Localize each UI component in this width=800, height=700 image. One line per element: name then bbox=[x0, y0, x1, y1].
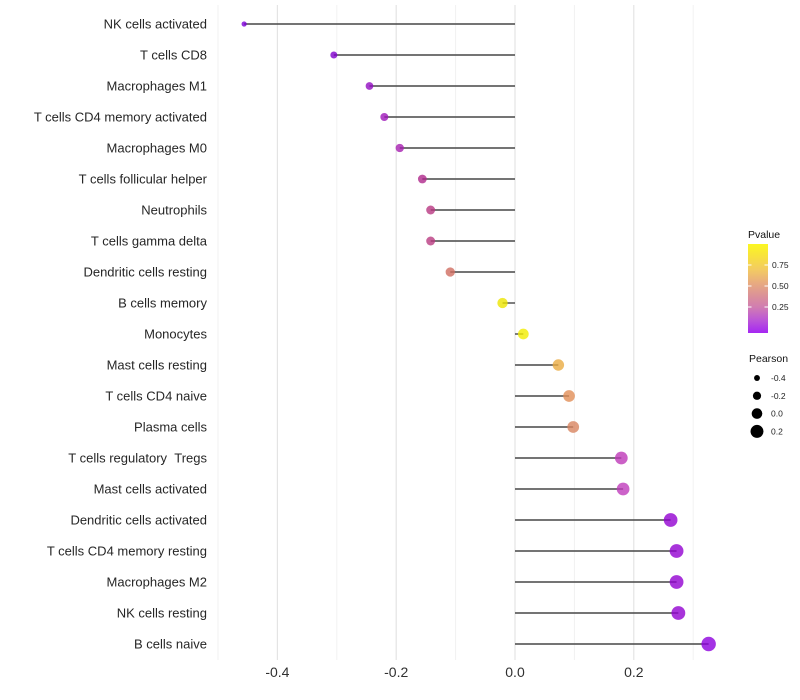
y-axis-label: T cells follicular helper bbox=[79, 172, 208, 187]
pearson-size-label: -0.4 bbox=[771, 373, 786, 383]
lollipop-dot bbox=[497, 297, 508, 309]
lollipop-dot bbox=[614, 451, 628, 465]
x-axis-tick-label: 0.2 bbox=[624, 664, 644, 680]
y-axis-label: T cells CD4 naive bbox=[105, 389, 207, 404]
pearson-size-dot bbox=[751, 408, 763, 419]
lollipop-dot bbox=[241, 21, 247, 27]
lollipop-dot bbox=[563, 390, 575, 402]
y-axis-label: Mast cells resting bbox=[107, 358, 207, 373]
lollipop-dot bbox=[671, 606, 686, 620]
colorbar-tick-label: 0.50 bbox=[772, 281, 789, 291]
pearson-size-dot bbox=[754, 375, 760, 381]
y-axis-label: Macrophages M0 bbox=[107, 141, 207, 156]
y-axis-label: NK cells resting bbox=[117, 606, 207, 621]
pvalue-legend-title: Pvalue bbox=[748, 229, 780, 241]
colorbar-tick-label: 0.25 bbox=[772, 302, 789, 312]
x-axis-tick-label: -0.2 bbox=[384, 664, 408, 680]
lollipop-dot bbox=[616, 482, 630, 496]
pearson-legend-title: Pearson bbox=[749, 353, 788, 365]
lollipop-dot bbox=[552, 359, 565, 371]
y-axis-label: Macrophages M2 bbox=[107, 575, 207, 590]
y-axis-label: T cells gamma delta bbox=[91, 234, 208, 249]
pearson-size-dot bbox=[750, 424, 764, 438]
lollipop-dot bbox=[380, 112, 389, 122]
pearson-size-dot bbox=[752, 391, 762, 400]
y-axis-label: Mast cells activated bbox=[94, 482, 207, 497]
lollipop-dot bbox=[426, 205, 436, 215]
lollipop-dot bbox=[365, 82, 374, 90]
y-axis-label: Monocytes bbox=[144, 327, 207, 342]
y-axis-label: Neutrophils bbox=[141, 203, 207, 218]
colorbar-tick-label: 0.75 bbox=[772, 260, 789, 270]
y-axis-label: T cells CD4 memory activated bbox=[34, 110, 207, 125]
lollipop-dot bbox=[426, 236, 436, 246]
lollipop-dot bbox=[517, 328, 529, 340]
y-axis-label: B cells memory bbox=[118, 296, 207, 311]
lollipop-dot bbox=[669, 575, 684, 589]
lollipop-dot bbox=[395, 143, 404, 153]
pvalue-colorbar bbox=[748, 244, 768, 333]
pearson-size-label: 0.2 bbox=[771, 426, 783, 436]
lollipop-dot bbox=[669, 544, 684, 558]
lollipop-dot bbox=[567, 421, 580, 433]
y-axis-label: Plasma cells bbox=[134, 420, 207, 435]
y-axis-label: Dendritic cells activated bbox=[70, 513, 207, 528]
pearson-size-label: 0.0 bbox=[771, 409, 783, 419]
lollipop-dot bbox=[330, 51, 338, 59]
y-axis-label: T cells CD8 bbox=[140, 48, 207, 63]
y-axis-label: Dendritic cells resting bbox=[83, 265, 207, 280]
y-axis-label: T cells regulatory Tregs bbox=[68, 451, 207, 466]
y-axis-label: Macrophages M1 bbox=[107, 79, 207, 94]
lollipop-dot bbox=[445, 267, 455, 277]
x-axis-tick-label: 0.0 bbox=[505, 664, 525, 680]
y-axis-label: NK cells activated bbox=[104, 17, 207, 32]
pearson-size-label: -0.2 bbox=[771, 391, 786, 401]
lollipop-dot bbox=[663, 513, 678, 527]
lollipop-dot bbox=[701, 636, 716, 652]
lollipop-dot bbox=[417, 174, 427, 184]
y-axis-label: T cells CD4 memory resting bbox=[47, 544, 207, 559]
y-axis-label: B cells naive bbox=[134, 637, 207, 652]
x-axis-tick-label: -0.4 bbox=[265, 664, 289, 680]
